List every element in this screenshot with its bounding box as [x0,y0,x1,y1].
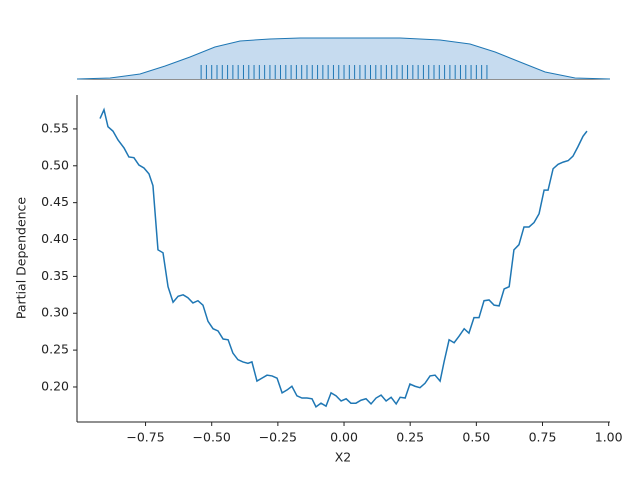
y-tick-label: 0.20 [41,378,69,393]
density-area [77,38,610,79]
y-tick-label: 0.35 [41,268,69,283]
x-tick-label: 0.50 [462,430,490,445]
x-tick-label: −0.25 [259,430,297,445]
x-tick-label: 0.75 [529,430,557,445]
y-tick-label: 0.45 [41,194,69,209]
x-tick-label: −0.75 [126,430,164,445]
y-tick-label: 0.30 [41,305,69,320]
y-tick-label: 0.55 [41,120,69,135]
y-tick-label: 0.25 [41,342,69,357]
y-tick-label: 0.50 [41,157,69,172]
y-axis-label: Partial Dependence [14,197,29,320]
density-line [76,37,611,80]
pd-line [99,107,588,409]
x-tick-label: 0.25 [396,430,424,445]
x-tick-label: −0.50 [193,430,231,445]
x-axis-label: X2 [335,450,352,465]
y-tick-label: 0.40 [41,231,69,246]
x-tick-label: 0.00 [330,430,358,445]
x-tick-label: 1.00 [595,430,623,445]
